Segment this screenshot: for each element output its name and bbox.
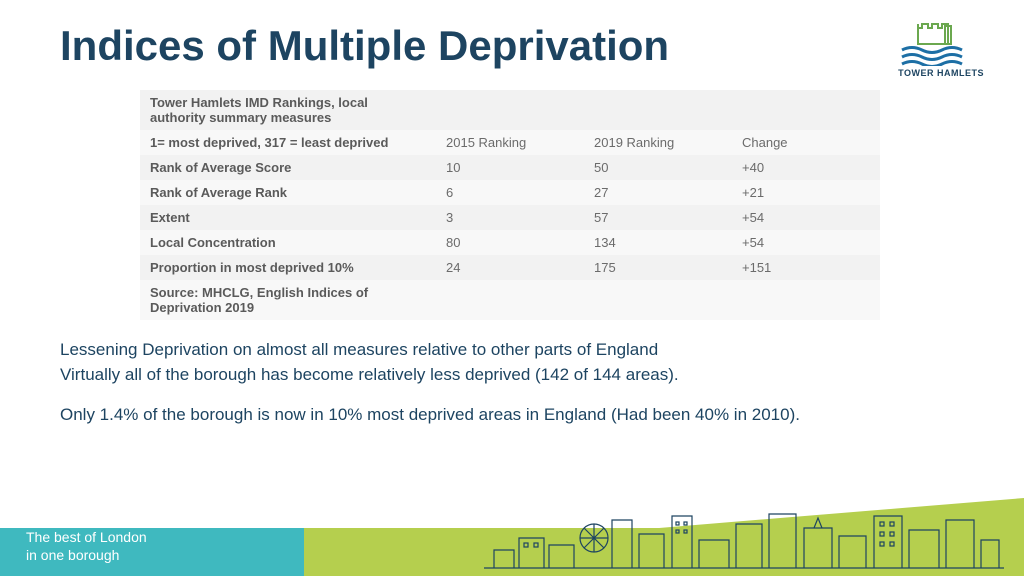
body-line: Lessening Deprivation on almost all meas… (60, 340, 658, 359)
table-cell: Rank of Average Rank (140, 180, 436, 205)
tagline-line: in one borough (26, 547, 119, 563)
table-cell: 134 (584, 230, 732, 255)
table-row: Rank of Average Rank 6 27 +21 (140, 180, 880, 205)
castle-waves-icon (898, 22, 970, 66)
table-cell: Extent (140, 205, 436, 230)
table-header-row: Tower Hamlets IMD Rankings, local author… (140, 90, 880, 130)
table-row: Extent 3 57 +54 (140, 205, 880, 230)
table-row: Proportion in most deprived 10% 24 175 +… (140, 255, 880, 280)
footer: The best of London in one borough (0, 498, 1024, 576)
table-source-row: Source: MHCLG, English Indices of Depriv… (140, 280, 880, 320)
tower-hamlets-logo: TOWER HAMLETS (898, 22, 984, 78)
table-subheader-row: 1= most deprived, 317 = least deprived 2… (140, 130, 880, 155)
table-cell: Proportion in most deprived 10% (140, 255, 436, 280)
body-paragraph-1: Lessening Deprivation on almost all meas… (60, 338, 679, 387)
table-cell: 57 (584, 205, 732, 230)
table-cell (584, 280, 732, 320)
table-cell: 2015 Ranking (436, 130, 584, 155)
body-paragraph-2: Only 1.4% of the borough is now in 10% m… (60, 403, 800, 428)
table-cell: 27 (584, 180, 732, 205)
table-cell: Change (732, 130, 880, 155)
table-cell (436, 90, 584, 130)
table-cell: 10 (436, 155, 584, 180)
table-cell (732, 90, 880, 130)
table-cell (732, 280, 880, 320)
table-cell: 1= most deprived, 317 = least deprived (140, 130, 436, 155)
body-line: Virtually all of the borough has become … (60, 365, 679, 384)
table-cell: 3 (436, 205, 584, 230)
table-cell: Rank of Average Score (140, 155, 436, 180)
table-cell: +40 (732, 155, 880, 180)
table-row: Rank of Average Score 10 50 +40 (140, 155, 880, 180)
table-cell: +151 (732, 255, 880, 280)
table-cell: Source: MHCLG, English Indices of Depriv… (140, 280, 436, 320)
tagline-line: The best of London (26, 529, 147, 545)
table-cell: +54 (732, 230, 880, 255)
table-cell: 24 (436, 255, 584, 280)
imd-table: Tower Hamlets IMD Rankings, local author… (140, 90, 880, 320)
table-row: Local Concentration 80 134 +54 (140, 230, 880, 255)
table-cell (584, 90, 732, 130)
table-cell: 175 (584, 255, 732, 280)
footer-tagline: The best of London in one borough (26, 529, 147, 564)
table-cell: +21 (732, 180, 880, 205)
skyline-icon (484, 510, 1004, 570)
table-cell: 50 (584, 155, 732, 180)
table-cell: Local Concentration (140, 230, 436, 255)
table-cell: 80 (436, 230, 584, 255)
table-cell: Tower Hamlets IMD Rankings, local author… (140, 90, 436, 130)
table-cell: 6 (436, 180, 584, 205)
logo-text: TOWER HAMLETS (898, 68, 984, 78)
table-cell (436, 280, 584, 320)
table-cell: +54 (732, 205, 880, 230)
table-cell: 2019 Ranking (584, 130, 732, 155)
page-title: Indices of Multiple Deprivation (60, 22, 669, 70)
